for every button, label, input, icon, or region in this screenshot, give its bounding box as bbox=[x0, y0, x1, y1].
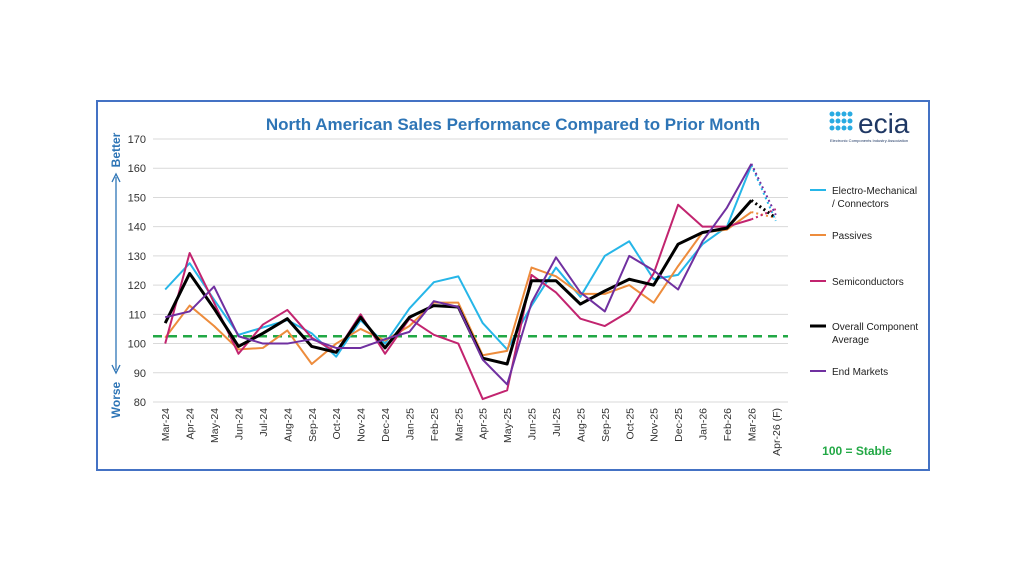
logo-dot bbox=[829, 125, 835, 131]
logo-dot bbox=[835, 125, 841, 131]
worse-label: Worse bbox=[109, 381, 123, 418]
x-tick-label: Apr-24 bbox=[185, 408, 197, 440]
legend-label: Passives bbox=[832, 231, 872, 242]
x-tick-label: Feb-25 bbox=[429, 408, 441, 441]
forecast-segment bbox=[750, 163, 777, 216]
logo-mark-icon bbox=[829, 111, 853, 131]
legend-label-line: / Connectors bbox=[832, 199, 889, 210]
chart-canvas: North American Sales Performance Compare… bbox=[109, 108, 918, 458]
x-tick-label: Mar-26 bbox=[746, 408, 758, 441]
logo-dot bbox=[841, 118, 847, 124]
forecast-segment bbox=[750, 199, 777, 220]
legend-label: End Markets bbox=[832, 367, 888, 378]
logo-dot bbox=[829, 118, 835, 124]
stable-note: 100 = Stable bbox=[822, 444, 892, 458]
logo-dot bbox=[847, 125, 853, 131]
x-tick-label: Dec-25 bbox=[673, 408, 685, 442]
chart-frame: North American Sales Performance Compare… bbox=[96, 100, 930, 471]
chart-title: North American Sales Performance Compare… bbox=[266, 115, 760, 134]
legend-label-line: Passives bbox=[832, 231, 872, 242]
legend-label-line: Electro-Mechanical bbox=[832, 186, 917, 197]
x-tick-label: Oct-25 bbox=[624, 408, 636, 440]
gridlines bbox=[153, 138, 788, 403]
x-tick-label: Aug-24 bbox=[282, 408, 294, 442]
series-lines bbox=[163, 163, 777, 401]
x-tick-label: Sep-24 bbox=[307, 408, 319, 442]
x-tick-label: Nov-24 bbox=[356, 408, 368, 442]
x-tick-label: Jun-24 bbox=[233, 408, 245, 440]
logo-dot bbox=[835, 118, 841, 124]
logo-dot bbox=[835, 111, 841, 117]
up-arrow-icon bbox=[111, 172, 121, 183]
legend-label-line: End Markets bbox=[832, 367, 888, 378]
series-line bbox=[164, 163, 753, 386]
legend-label: Semiconductors bbox=[832, 277, 904, 288]
logo-wordmark: ecia bbox=[858, 108, 910, 139]
legend-label: Overall Component Average bbox=[832, 322, 918, 346]
series-line bbox=[164, 164, 753, 358]
legend-label-line: Average bbox=[832, 335, 870, 346]
x-tick-label: Feb-26 bbox=[722, 408, 734, 441]
y-tick-label: 110 bbox=[128, 309, 146, 321]
y-tick-label: 90 bbox=[134, 368, 146, 380]
x-tick-label: Jul-24 bbox=[258, 408, 270, 437]
y-tick-label: 160 bbox=[128, 163, 146, 175]
y-axis-ticks: 80 90 100 110 120 130 140 150 160 170 bbox=[128, 134, 146, 409]
x-tick-label: Jan-26 bbox=[698, 408, 710, 440]
down-arrow-icon bbox=[111, 364, 121, 375]
series-line bbox=[164, 203, 752, 401]
x-tick-label: Apr-25 bbox=[478, 408, 490, 440]
y-tick-label: 140 bbox=[128, 222, 146, 234]
y-tick-label: 150 bbox=[128, 192, 146, 204]
logo-dot bbox=[847, 118, 853, 124]
x-tick-label: May-25 bbox=[502, 408, 514, 443]
ecia-logo: ecia Electronic Components Industry Asso… bbox=[829, 108, 910, 143]
logo-dot bbox=[829, 111, 835, 117]
series-line bbox=[163, 199, 753, 366]
x-tick-label: Jan-25 bbox=[404, 408, 416, 440]
x-tick-label: Nov-25 bbox=[649, 408, 661, 442]
logo-dot bbox=[841, 125, 847, 131]
y-tick-label: 120 bbox=[128, 280, 146, 292]
legend-label: Electro-Mechanical / Connectors bbox=[832, 186, 917, 210]
legend-label-line: Semiconductors bbox=[832, 277, 904, 288]
x-tick-label: Apr-26 (F) bbox=[771, 408, 783, 456]
legend-label-line: Overall Component bbox=[832, 322, 918, 333]
legend: Electro-Mechanical / Connectors Passives Se… bbox=[810, 186, 918, 378]
y-tick-label: 170 bbox=[128, 134, 146, 146]
x-tick-label: Sep-25 bbox=[600, 408, 612, 442]
x-tick-label: Jul-25 bbox=[551, 408, 563, 437]
side-indicator: Better Worse bbox=[109, 132, 123, 418]
x-axis-ticks: Mar-24 Apr-24 May-24 Jun-24 Jul-24 Aug-24 Sep-… bbox=[160, 408, 783, 456]
x-tick-label: Dec-24 bbox=[380, 408, 392, 442]
x-tick-label: May-24 bbox=[209, 408, 221, 443]
y-tick-label: 130 bbox=[128, 251, 146, 263]
series-line bbox=[164, 211, 752, 366]
better-label: Better bbox=[109, 132, 123, 167]
x-tick-label: Aug-25 bbox=[575, 408, 587, 442]
logo-dot bbox=[847, 111, 853, 117]
x-tick-label: Mar-24 bbox=[160, 408, 172, 441]
logo-tagline: Electronic Components Industry Associati… bbox=[830, 138, 908, 143]
forecast-segment bbox=[751, 211, 777, 219]
x-tick-label: Mar-25 bbox=[453, 408, 465, 441]
y-tick-label: 100 bbox=[128, 339, 146, 351]
x-tick-label: Oct-24 bbox=[331, 408, 343, 440]
logo-dot bbox=[841, 111, 847, 117]
x-tick-label: Jun-25 bbox=[527, 408, 539, 440]
y-tick-label: 80 bbox=[134, 397, 146, 409]
